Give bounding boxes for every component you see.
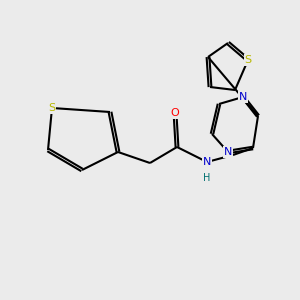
Text: H: H	[203, 173, 211, 183]
Text: N: N	[224, 147, 232, 157]
Text: O: O	[171, 108, 179, 118]
Text: S: S	[244, 55, 252, 65]
Text: N: N	[239, 92, 247, 102]
Text: N: N	[203, 157, 211, 167]
Text: S: S	[48, 103, 56, 113]
